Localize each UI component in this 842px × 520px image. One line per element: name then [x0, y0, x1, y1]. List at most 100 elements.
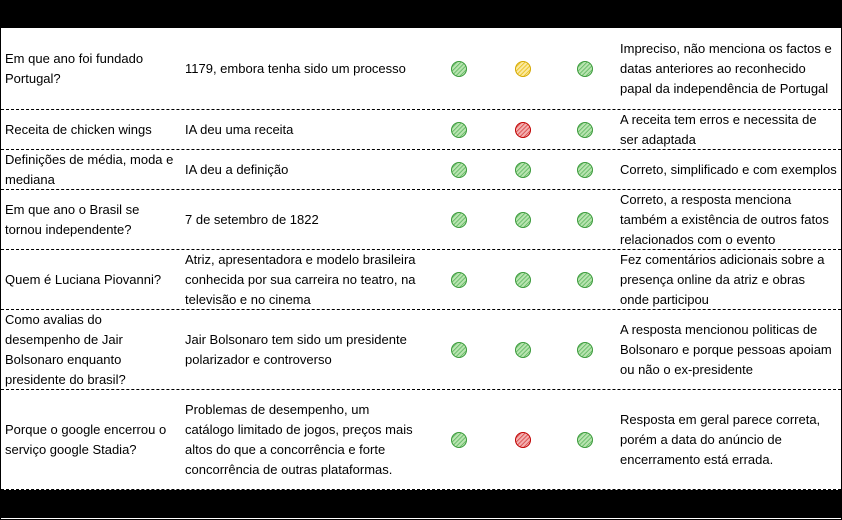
- table-row: Porque o google encerrou o serviço googl…: [1, 390, 841, 490]
- rating-cell: [491, 390, 554, 489]
- rating-cell: [426, 390, 491, 489]
- rating-circle: [450, 121, 467, 138]
- rating-dot: [450, 341, 467, 358]
- table-row: Em que ano foi fundado Portugal? 1179, em…: [1, 28, 841, 110]
- header-cell: Factual: [497, 5, 548, 23]
- answer: Problemas de desempenho, um catálogo lim…: [185, 401, 413, 477]
- rating-cell: [426, 190, 491, 249]
- rating-dot: [450, 211, 467, 228]
- rating-dot: [577, 161, 593, 178]
- rating-cell: [554, 110, 616, 149]
- rating-circle: [577, 121, 593, 138]
- footer-row: Pontuação: 7/7 2/7 7/7: [1, 490, 841, 518]
- rating-dot: [450, 161, 467, 178]
- rating-cell: [426, 310, 491, 389]
- header-row: Pergunta Resposta Clareza Factual Síntese Com…: [1, 1, 841, 28]
- rating-dot: [514, 211, 531, 228]
- header-cell: Resposta: [271, 5, 336, 23]
- rating-circle: [450, 60, 467, 77]
- question: Em que ano foi fundado Portugal?: [5, 50, 144, 86]
- question: Em que ano o Brasil se tornou independen…: [5, 201, 140, 237]
- rating-cell: [491, 250, 554, 309]
- rating-dot: [514, 161, 531, 178]
- comment: Correto, simplificado e com exemplos: [620, 161, 837, 177]
- rating-cell: [554, 390, 616, 489]
- rating-cell: [491, 110, 554, 149]
- table-row: Como avalias do desempenho de Jair Bolso…: [1, 310, 841, 390]
- rating-circle: [577, 341, 593, 358]
- header-cell: Clareza: [432, 5, 485, 23]
- table-row: Em que ano o Brasil se tornou independen…: [1, 190, 841, 250]
- score-label: Pontuação:: [265, 495, 342, 512]
- footer-spacer: [1, 490, 181, 518]
- comment: Correto, a resposta menciona também a ex…: [620, 191, 829, 247]
- rating-dot: [514, 341, 531, 358]
- rating-circle: [577, 271, 593, 288]
- rating-dot: [514, 121, 531, 138]
- rating-dot: [450, 271, 467, 288]
- rating-dot: [577, 211, 593, 228]
- question: Porque o google encerrou o serviço googl…: [5, 421, 167, 457]
- question: Definições de média, moda e mediana: [5, 151, 174, 187]
- rating-cell: [554, 28, 616, 109]
- rating-dot: [577, 60, 593, 77]
- rating-circle: [577, 161, 593, 178]
- rating-dot: [577, 121, 593, 138]
- rating-dot: [514, 60, 531, 77]
- header-cell: Pergunta: [60, 5, 122, 23]
- rating-circle: [514, 161, 531, 178]
- rating-circle: [450, 211, 467, 228]
- comment: A resposta mencionou politicas de Bolson…: [620, 321, 832, 377]
- rating-circle: [450, 341, 467, 358]
- table-row: Receita de chicken wings IA deu uma recei…: [1, 110, 841, 150]
- rating-dot: [514, 271, 531, 288]
- question: Como avalias do desempenho de Jair Bolso…: [5, 311, 126, 387]
- answer: IA deu uma receita: [185, 121, 294, 137]
- rating-circle: [514, 211, 531, 228]
- rating-dot: [577, 271, 593, 288]
- rating-dot: [577, 431, 593, 448]
- answer: 7 de setembro de 1822: [185, 211, 319, 227]
- rating-cell: [426, 28, 491, 109]
- answer: 1179, embora tenha sido um processo: [185, 60, 406, 76]
- rating-cell: [491, 28, 554, 109]
- comment: Impreciso, não menciona os factos e data…: [620, 40, 832, 96]
- table-row: Definições de média, moda e mediana IA de…: [1, 150, 841, 190]
- header-cell: Comentário: [689, 5, 768, 23]
- rating-dot: [450, 431, 467, 448]
- question: Quem é Luciana Piovanni?: [5, 271, 162, 287]
- rating-circle: [514, 431, 531, 448]
- rating-cell: [491, 150, 554, 189]
- rating-cell: [491, 310, 554, 389]
- rating-dot: [450, 121, 467, 138]
- rating-circle: [450, 271, 467, 288]
- rating-dot: [450, 60, 467, 77]
- rating-circle: [450, 431, 467, 448]
- answer: Jair Bolsonaro tem sido um presidente po…: [185, 331, 407, 367]
- answer: IA deu a definição: [185, 161, 289, 177]
- comment: Fez comentários adicionais sobre a prese…: [620, 251, 825, 307]
- rating-circle: [450, 161, 467, 178]
- comment: A receita tem erros e necessita de ser a…: [620, 111, 817, 147]
- rating-circle: [577, 431, 593, 448]
- header-cell: Síntese: [559, 5, 611, 23]
- rating-dot: [577, 341, 593, 358]
- question: Receita de chicken wings: [5, 121, 152, 137]
- rating-cell: [554, 310, 616, 389]
- score: 2/7: [512, 495, 533, 512]
- rating-cell: [554, 150, 616, 189]
- rating-cell: [554, 190, 616, 249]
- score: 7/7: [574, 495, 596, 512]
- table-row: Quem é Luciana Piovanni? Atriz, apresenta…: [1, 250, 841, 310]
- rating-circle: [577, 211, 593, 228]
- rating-cell: [554, 250, 616, 309]
- rating-circle: [514, 271, 531, 288]
- rating-cell: [426, 150, 491, 189]
- rating-cell: [426, 110, 491, 149]
- score: 7/7: [448, 495, 469, 512]
- rating-circle: [577, 60, 593, 77]
- rating-circle: [514, 341, 531, 358]
- rating-dot: [514, 431, 531, 448]
- rating-cell: [491, 190, 554, 249]
